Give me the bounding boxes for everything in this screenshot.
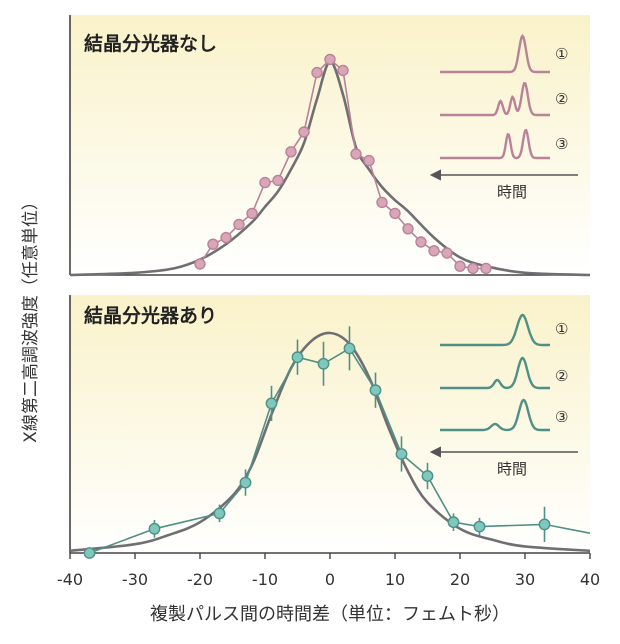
x-tick-label: 40	[580, 570, 600, 589]
bottom-panel-background	[70, 295, 590, 553]
top-panel-title: 結晶分光器なし	[84, 32, 217, 55]
panel-0-data-point	[376, 196, 388, 209]
top-inset-label-1: ①	[555, 45, 568, 63]
panel-1-data-point	[83, 547, 96, 559]
bottom-time-label: 時間	[497, 460, 527, 478]
x-tick-label: 30	[515, 570, 535, 589]
panel-0-data-point	[402, 223, 414, 235]
panel-0-data-point	[324, 53, 336, 66]
x-tick-label: -40	[57, 570, 83, 589]
panel-1-data-point	[148, 522, 161, 535]
panel-0-data-point	[246, 207, 258, 220]
panel-0-data-point	[415, 236, 427, 248]
y-axis-label: X線第二高調波強度（任意単位）	[21, 193, 41, 443]
panel-1-data-point	[538, 518, 551, 531]
panel-0-data-point	[272, 174, 284, 187]
panel-0-data-point	[337, 64, 349, 77]
bottom-waveform-2	[440, 356, 550, 390]
panel-1-data-point	[265, 397, 278, 410]
panel-0-data-point	[311, 66, 323, 79]
x-tick-labels: -40 -30 -20 -10 0 10 20 30 40	[57, 553, 600, 589]
panel-1-data-point	[447, 516, 460, 529]
panel-0-data-point	[207, 238, 219, 250]
bottom-panel-title: 結晶分光器あり	[84, 304, 217, 327]
top-inset: ① ② ③ 時間	[429, 33, 578, 201]
x-tick-label: -10	[252, 570, 278, 589]
bottom-inset-label-1: ①	[555, 320, 568, 338]
top-waveform-2	[440, 81, 550, 117]
panel-1-data-point	[369, 384, 382, 397]
panel-0-data-point	[454, 260, 466, 272]
bottom-waveform-1	[440, 313, 550, 347]
top-panel-plot	[69, 53, 591, 277]
top-waveform-1	[440, 33, 550, 74]
panel-1-data-point	[291, 351, 304, 364]
x-axis-label: 複製パルス間の時間差（単位：フェムト秒）	[150, 604, 510, 625]
x-tick-label: -20	[187, 570, 213, 589]
bottom-panel-plot	[69, 326, 591, 559]
panel-1-data-point	[239, 476, 252, 489]
panel-1-fit-curve	[69, 331, 591, 553]
top-inset-label-3: ③	[555, 135, 568, 153]
panel-1-data-point	[213, 507, 226, 520]
bottom-inset-label-3: ③	[555, 408, 568, 426]
x-tick-label: 10	[385, 570, 405, 589]
bottom-waveform-3	[440, 398, 550, 432]
x-tick-label: 0	[325, 570, 335, 589]
x-tick-label: -30	[122, 570, 148, 589]
panel-0-data-point	[233, 218, 245, 231]
panel-0-data-point	[350, 148, 362, 160]
panel-1-data-point	[473, 520, 486, 533]
panel-0-data-point	[428, 245, 440, 257]
top-waveform-3	[440, 128, 550, 160]
panel-1-data-point	[317, 357, 330, 370]
panel-0-data-point	[480, 262, 492, 275]
panel-0-data-point	[467, 262, 479, 275]
panel-1-data-point	[395, 448, 408, 460]
top-inset-label-2: ②	[555, 90, 568, 108]
panel-0-data-point	[285, 146, 297, 158]
bottom-inset-label-2: ②	[555, 367, 568, 385]
bottom-inset: ① ② ③ 時間	[429, 313, 578, 478]
panel-1-data-point	[343, 342, 356, 355]
x-tick-label: 20	[450, 570, 470, 589]
panel-1-data-point	[421, 470, 434, 482]
panel-0-data-point	[441, 247, 453, 259]
panel-0-data-point	[389, 207, 401, 220]
panel-0-data-point	[363, 154, 375, 167]
panel-0-data-point	[194, 258, 206, 270]
panel-0-data-point	[298, 126, 310, 138]
panel-0-data-point	[220, 231, 232, 244]
panel-0-data-point	[259, 176, 271, 189]
top-time-label: 時間	[497, 183, 527, 201]
